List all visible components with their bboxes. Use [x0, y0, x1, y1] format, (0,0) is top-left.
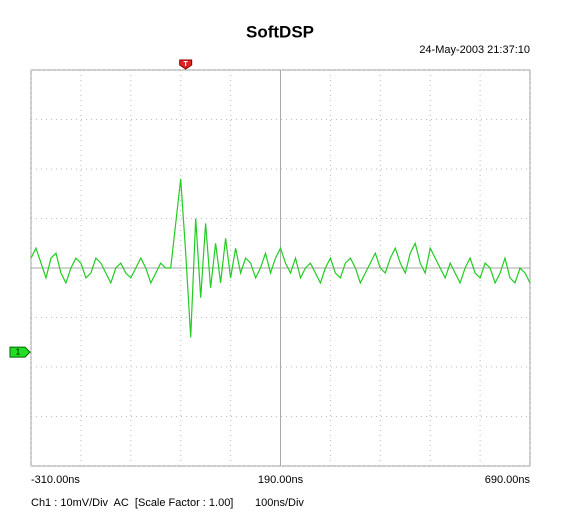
trigger-marker: [179, 59, 193, 70]
timestamp: 24-May-2003 21:37:10: [419, 44, 530, 56]
x-tick-label: -310.00ns: [31, 474, 80, 486]
title: SoftDSP: [246, 22, 314, 41]
x-tick-label: 690.00ns: [485, 474, 531, 486]
channel-marker: [9, 346, 31, 358]
trigger-label: T: [184, 61, 189, 68]
x-tick-label: 190.00ns: [258, 474, 304, 486]
waveform: [30, 178, 531, 338]
timebase: 100ns/Div: [255, 497, 304, 509]
channel-label: 1: [16, 347, 21, 356]
channel-info: Ch1 : 10mV/Div AC [Scale Factor : 1.00]: [31, 497, 233, 509]
